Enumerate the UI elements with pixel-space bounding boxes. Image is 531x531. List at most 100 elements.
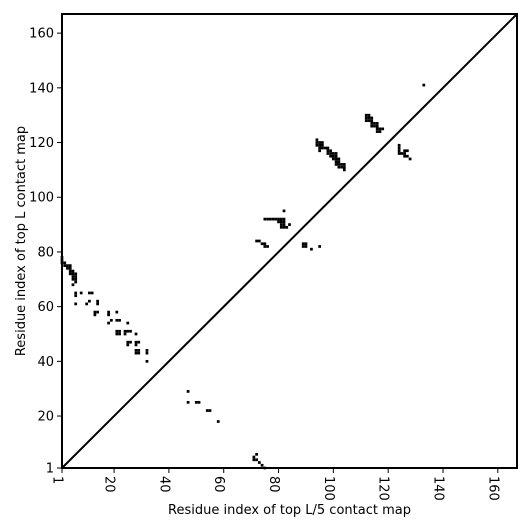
contact-point (279, 220, 283, 224)
contact-point (134, 332, 138, 336)
contact-point (134, 343, 138, 347)
contact-point (282, 220, 286, 224)
contact-point (74, 302, 78, 306)
contact-point (134, 349, 138, 352)
x-axis-label: Residue index of top L/5 contact map (168, 503, 411, 518)
contact-point (85, 302, 89, 306)
contact-point (255, 458, 258, 462)
contact-point (375, 124, 379, 128)
contact-point (342, 163, 346, 166)
contact-point (74, 272, 78, 276)
contact-point (115, 332, 119, 336)
contact-point (373, 124, 376, 128)
contact-point (397, 149, 401, 153)
contact-point (126, 329, 130, 333)
contact-point (381, 127, 385, 131)
contact-point (145, 349, 149, 352)
contact-point (400, 152, 404, 155)
contact-point (186, 400, 190, 404)
contact-point (334, 160, 338, 164)
contact-point (337, 163, 341, 166)
plot-frame (61, 13, 518, 469)
contact-point (334, 163, 338, 166)
contact-point (318, 149, 322, 153)
contact-point (260, 242, 264, 246)
contact-point (282, 209, 286, 213)
contact-point (66, 264, 69, 267)
contact-point (137, 340, 141, 344)
contact-point (129, 340, 132, 344)
contact-point (266, 217, 269, 221)
diagonal-line (61, 13, 518, 469)
contact-point (331, 157, 335, 161)
x-tick-label: 80 (266, 476, 281, 493)
contact-point (257, 461, 261, 464)
contact-point (337, 165, 341, 169)
contact-point (301, 242, 305, 246)
contact-point (370, 122, 374, 125)
x-tick-label: 60 (211, 476, 226, 493)
contact-point (304, 245, 308, 248)
contact-point (197, 400, 201, 404)
contact-point (277, 220, 280, 224)
x-axis-ticks: 1 20 40 60 80 100 120 140 160 (50, 468, 500, 501)
contact-point (74, 294, 78, 298)
contact-point (321, 141, 324, 144)
contact-point (370, 116, 374, 120)
contact-point (364, 116, 368, 120)
contact-point (134, 351, 138, 355)
y-tick-label: 60 (37, 300, 54, 315)
contact-point (279, 223, 283, 226)
contact-point (266, 245, 269, 248)
contact-point (375, 122, 379, 125)
y-tick-label: 40 (37, 355, 54, 370)
contact-point (326, 152, 330, 155)
contact-point (115, 318, 119, 322)
contact-point (263, 217, 267, 221)
contact-point (63, 261, 67, 265)
contact-point (329, 154, 332, 158)
contact-point (68, 266, 72, 270)
contact-point (331, 152, 335, 155)
y-tick-label: 120 (29, 136, 54, 151)
contact-point (107, 310, 110, 314)
contact-point (96, 302, 99, 306)
contact-point (364, 113, 368, 117)
x-tick-label: 1 (50, 476, 65, 484)
contact-points (60, 83, 426, 470)
x-tick-label: 100 (321, 476, 336, 501)
contact-point (315, 138, 319, 142)
contact-point (282, 225, 286, 229)
contact-point (63, 264, 67, 267)
contact-point (186, 390, 190, 393)
contact-point (252, 458, 256, 462)
contact-point (88, 299, 91, 303)
contact-point (315, 141, 319, 144)
contact-point (93, 310, 97, 314)
contact-point (263, 242, 267, 246)
contact-point (118, 332, 121, 336)
contact-point (367, 116, 371, 120)
contact-point (367, 119, 371, 123)
contact-point (93, 313, 97, 317)
contact-point (274, 217, 278, 221)
contact-point (71, 272, 75, 276)
contact-point (403, 149, 406, 153)
contact-point (282, 223, 286, 226)
contact-point (288, 223, 291, 226)
contact-point (194, 400, 198, 404)
contact-point (137, 349, 141, 352)
contact-point (340, 163, 343, 166)
x-tick-label: 140 (430, 476, 445, 501)
contact-point (107, 321, 110, 325)
contact-point (337, 157, 341, 161)
contact-point (129, 329, 132, 333)
contact-point (321, 143, 324, 147)
contact-point (205, 409, 209, 412)
contact-point (279, 217, 283, 221)
contact-point (74, 291, 78, 295)
contact-point (378, 127, 382, 131)
x-tick-label: 40 (156, 476, 171, 493)
